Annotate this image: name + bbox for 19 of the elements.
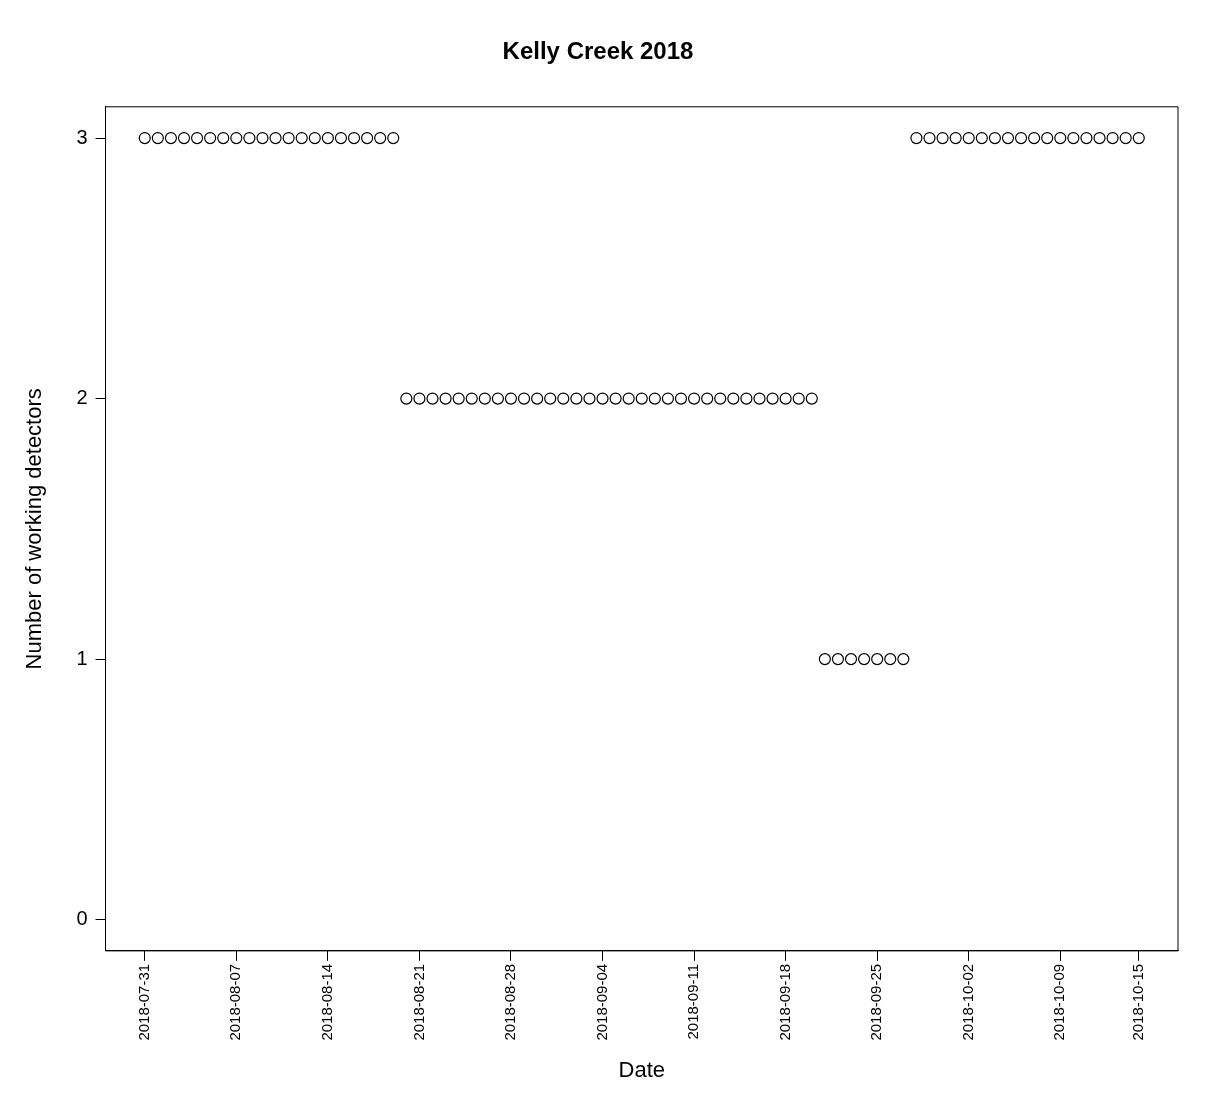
y-tick-label: 3 — [76, 125, 88, 148]
x-tick-label: 2018-09-04 — [592, 963, 610, 1041]
y-tick-label: 0 — [76, 907, 88, 930]
x-tick-label: 2018-09-11 — [684, 963, 702, 1040]
x-tick-label: 2018-10-02 — [958, 963, 976, 1041]
x-tick-label: 2018-10-15 — [1128, 963, 1146, 1041]
x-axis-title: Date — [618, 1056, 665, 1082]
x-tick-label: 2018-09-25 — [867, 963, 885, 1041]
y-tick-label: 2 — [76, 386, 88, 409]
chart-title: Kelly Creek 2018 — [502, 37, 694, 65]
x-tick-label: 2018-08-21 — [409, 963, 427, 1041]
x-tick-label: 2018-10-09 — [1050, 963, 1068, 1041]
x-tick-label: 2018-07-31 — [134, 963, 152, 1041]
x-tick-label: 2018-08-07 — [226, 963, 244, 1041]
y-axis-title: Number of working detectors — [21, 388, 47, 670]
x-tick-label: 2018-09-18 — [775, 963, 793, 1041]
x-tick-label: 2018-08-28 — [501, 963, 519, 1041]
x-tick-label: 2018-08-14 — [318, 963, 336, 1041]
y-tick-label: 1 — [76, 646, 88, 669]
